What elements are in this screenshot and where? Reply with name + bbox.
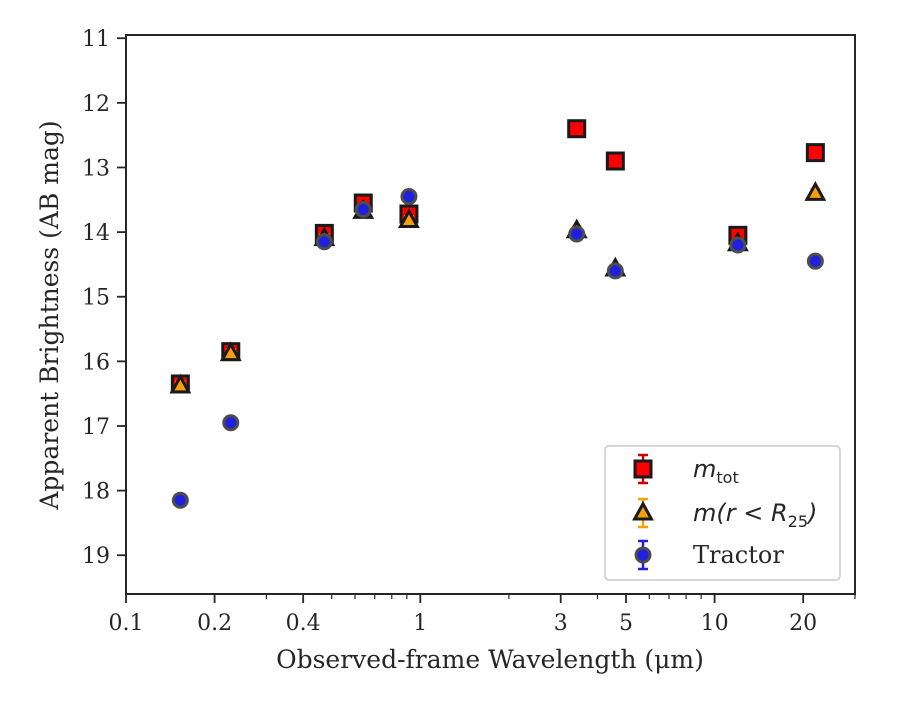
point-mr25-shape (397, 208, 420, 228)
y-tick-label: 16 (82, 350, 110, 375)
plot-frame (125, 34, 856, 595)
y-tick-label: 11 (82, 27, 110, 52)
point-mtot (605, 151, 625, 171)
y-tick-label: 18 (82, 480, 110, 505)
point-mr25-shape (804, 181, 827, 201)
point-tractor (606, 262, 624, 280)
point-tractor-shape (806, 252, 824, 270)
point-mr25 (219, 341, 242, 362)
point-tractor-shape (568, 225, 586, 243)
y-tick-label: 19 (82, 544, 110, 569)
point-tractor-shape (171, 491, 189, 509)
legend-marker-mtot (633, 459, 653, 479)
x-tick-label: 0.2 (197, 611, 232, 636)
point-mr25 (804, 181, 827, 201)
x-tick-label: 0.1 (109, 611, 144, 636)
y-tick-label: 13 (82, 156, 110, 181)
point-tractor (400, 188, 418, 206)
point-tractor (222, 414, 240, 432)
point-mtot-shape (567, 119, 587, 139)
legend: mtot m(r < R25) Tractor (604, 445, 841, 581)
point-mr25-shape (169, 373, 192, 394)
y-axis-label: Apparent Brightness (AB mag) (35, 120, 64, 510)
x-tick-label: 1 (413, 611, 427, 636)
point-tractor-shape (400, 188, 418, 206)
legend-markers (632, 453, 654, 571)
point-tractor (354, 200, 372, 218)
legend-frame (604, 445, 841, 581)
point-tractor-shape (729, 236, 747, 254)
y-tick-label: 12 (82, 92, 110, 117)
legend-marker-mr25 (632, 500, 654, 521)
point-tractor-shape (222, 414, 240, 432)
x-tick-label: 10 (701, 611, 729, 636)
legend-marker-tractor-shape (634, 546, 652, 564)
x-tick-label: 3 (554, 611, 568, 636)
y-tick-label: 14 (82, 221, 110, 246)
x-tick-label: 0.4 (286, 611, 321, 636)
point-tractor (729, 236, 747, 254)
point-mtot (805, 143, 825, 163)
x-tick-label: 5 (619, 611, 633, 636)
point-tractor (171, 491, 189, 509)
point-mtot-shape (605, 151, 625, 171)
x-axis-label: Observed-frame Wavelength (μm) (276, 645, 704, 674)
legend-label-mtot: mtot (693, 455, 739, 487)
point-tractor-shape (354, 200, 372, 218)
data-marks (169, 119, 827, 509)
series-tractor (171, 188, 824, 509)
legend-marker-mr25-shape (632, 500, 654, 521)
point-tractor-shape (315, 233, 333, 251)
point-tractor-shape (606, 262, 624, 280)
point-tractor (568, 225, 586, 243)
point-mr25 (169, 373, 192, 394)
legend-marker-tractor (634, 546, 652, 564)
legend-marker-mtot-shape (633, 459, 653, 479)
point-tractor (315, 233, 333, 251)
point-mtot-shape (805, 143, 825, 163)
y-tick-label: 15 (82, 286, 110, 311)
y-tick-label: 17 (82, 415, 110, 440)
legend-label-tractor: Tractor (693, 541, 784, 569)
x-tick-label: 20 (789, 611, 817, 636)
point-mr25 (397, 208, 420, 228)
legend-label-mr25: m(r < R25) (693, 499, 817, 531)
point-mtot (567, 119, 587, 139)
point-mr25-shape (219, 341, 242, 362)
point-tractor (806, 252, 824, 270)
